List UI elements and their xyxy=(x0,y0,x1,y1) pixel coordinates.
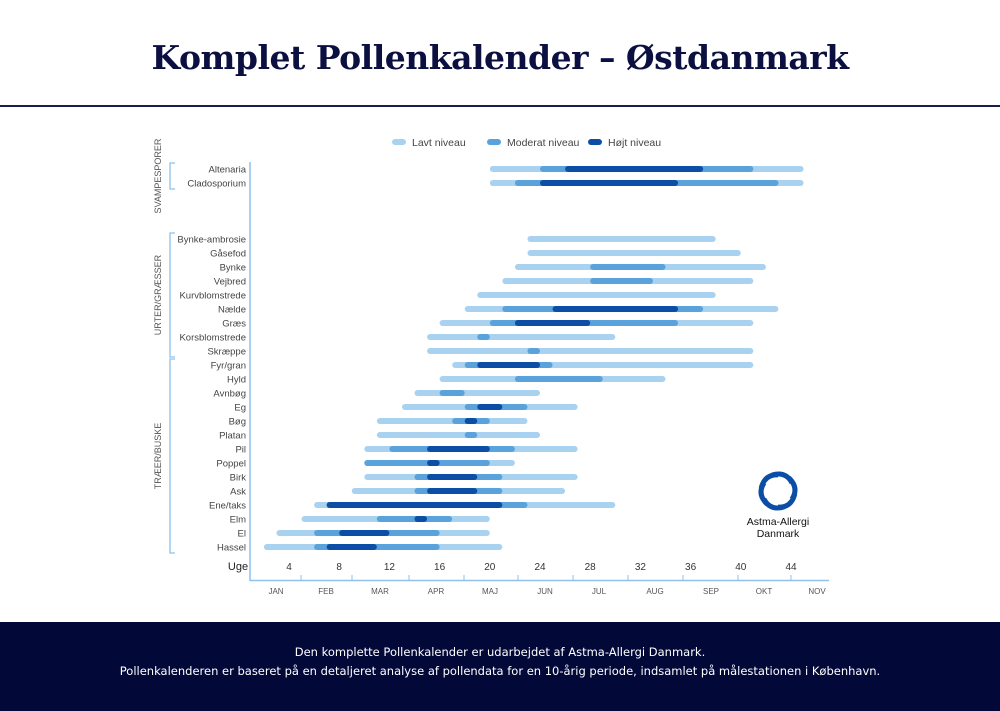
legend-label: Lavt niveau xyxy=(412,137,466,149)
row-label: Birk xyxy=(230,473,247,484)
week-tick-label: 8 xyxy=(336,562,342,573)
title-divider xyxy=(0,105,1000,107)
row-label: Græs xyxy=(222,319,246,330)
row-label: Cladosporium xyxy=(187,179,246,190)
row-label: El xyxy=(238,529,246,540)
astma-allergi-logo-icon xyxy=(758,471,798,511)
row-label: Hyld xyxy=(227,375,246,386)
row-label: Bynke xyxy=(220,263,246,274)
group-label: SVAMPESPORER xyxy=(153,138,163,213)
row-label: Altenaria xyxy=(209,165,247,176)
logo-line1: Astma-Allergi xyxy=(746,516,810,528)
week-tick-label: 12 xyxy=(384,562,396,573)
week-tick-label: 16 xyxy=(434,562,446,573)
month-label: OKT xyxy=(756,587,773,596)
row-label: Ask xyxy=(230,487,246,498)
group-label: URTER/GRÆSSER xyxy=(153,254,163,335)
row-label: Vejbred xyxy=(214,277,246,288)
row-label: Hassel xyxy=(217,543,246,554)
group-bracket xyxy=(169,162,175,190)
week-tick-label: 40 xyxy=(735,562,747,573)
footer: Den komplette Pollenkalender er udarbejd… xyxy=(0,622,1000,711)
row-label: Skræppe xyxy=(207,347,246,358)
week-tick-label: 24 xyxy=(534,562,546,573)
logo-segment xyxy=(787,476,798,501)
row-label: Fyr/gran xyxy=(211,361,246,372)
week-tick-label: 32 xyxy=(635,562,647,573)
footer-line2: Pollenkalenderen er baseret på en detalj… xyxy=(119,664,881,678)
month-label: JUL xyxy=(592,587,607,596)
row-label: Eg xyxy=(234,403,246,414)
legend-label: Højt niveau xyxy=(608,137,661,149)
week-tick-label: 4 xyxy=(286,562,292,573)
row-label: Bøg xyxy=(229,417,246,428)
logo-text: Astma-Allergi Danmark xyxy=(728,516,828,540)
x-axis-label: Uge xyxy=(228,561,248,573)
month-label: MAR xyxy=(371,587,389,596)
month-label: MAJ xyxy=(482,587,498,596)
legend-label: Moderat niveau xyxy=(507,137,580,149)
row-label: Korsblomstrede xyxy=(179,333,246,344)
group-bracket xyxy=(169,232,175,358)
row-label: Nælde xyxy=(218,305,246,316)
page-title: Komplet Pollenkalender – Østdanmark xyxy=(151,38,850,77)
week-tick-label: 28 xyxy=(585,562,597,573)
month-label: SEP xyxy=(703,587,719,596)
week-tick-label: 44 xyxy=(785,562,797,573)
row-label: Platan xyxy=(219,431,246,442)
footer-line1: Den komplette Pollenkalender er udarbejd… xyxy=(294,645,706,659)
row-label: Elm xyxy=(230,515,246,526)
row-label: Gåsefod xyxy=(210,249,246,260)
row-label: Kurvblomstrede xyxy=(179,291,246,302)
week-tick-label: 20 xyxy=(484,562,496,573)
month-label: FEB xyxy=(318,587,334,596)
month-label: JUN xyxy=(537,587,553,596)
month-label: JAN xyxy=(268,587,283,596)
logo-segment xyxy=(758,472,779,489)
logo-line2: Danmark xyxy=(756,528,800,540)
logo-segment xyxy=(758,481,769,506)
row-label: Avnbøg xyxy=(213,389,246,400)
month-label: AUG xyxy=(646,587,663,596)
row-label: Pil xyxy=(235,445,246,456)
row-label: Ene/taks xyxy=(209,501,246,512)
week-tick-label: 36 xyxy=(685,562,697,573)
group-bracket xyxy=(169,358,175,554)
row-label: Bynke-ambrosie xyxy=(177,235,246,246)
group-label: TRÆER/BUSKE xyxy=(153,423,163,490)
month-label: APR xyxy=(428,587,445,596)
row-label: Poppel xyxy=(216,459,246,470)
month-label: NOV xyxy=(808,587,826,596)
